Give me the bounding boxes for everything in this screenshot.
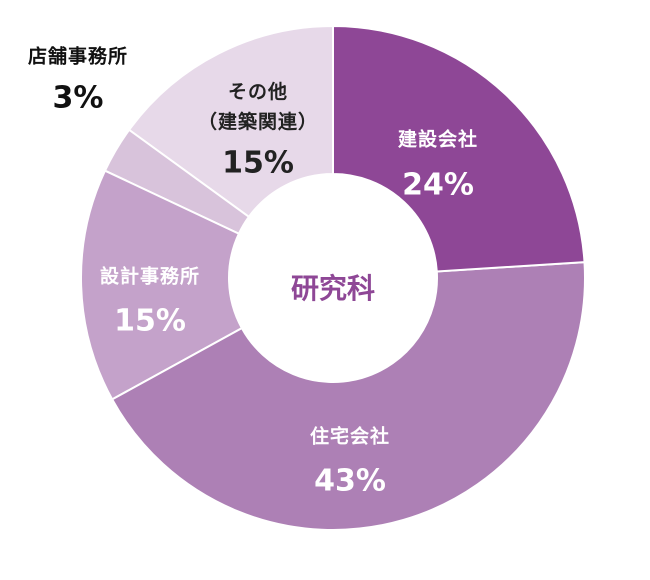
slice-label: 建設会社 xyxy=(398,128,478,151)
donut-slice xyxy=(127,24,334,219)
donut-slice xyxy=(80,169,244,401)
donut-slice xyxy=(332,24,586,273)
donut-slice xyxy=(110,261,586,531)
slice-label: その他（建築関連） xyxy=(198,80,318,133)
value-label: 24% xyxy=(402,168,474,203)
slice-label: 設計事務所 xyxy=(100,265,200,288)
value-label: 15% xyxy=(222,146,294,181)
slice-label: 住宅会社 xyxy=(310,425,390,448)
center-label: 研究科 xyxy=(291,272,375,305)
value-label: 15% xyxy=(114,304,186,339)
value-label: 43% xyxy=(314,464,386,499)
slice-label: 店舗事務所 xyxy=(28,45,128,68)
value-label: 3% xyxy=(53,81,104,116)
donut-slice xyxy=(103,128,251,236)
